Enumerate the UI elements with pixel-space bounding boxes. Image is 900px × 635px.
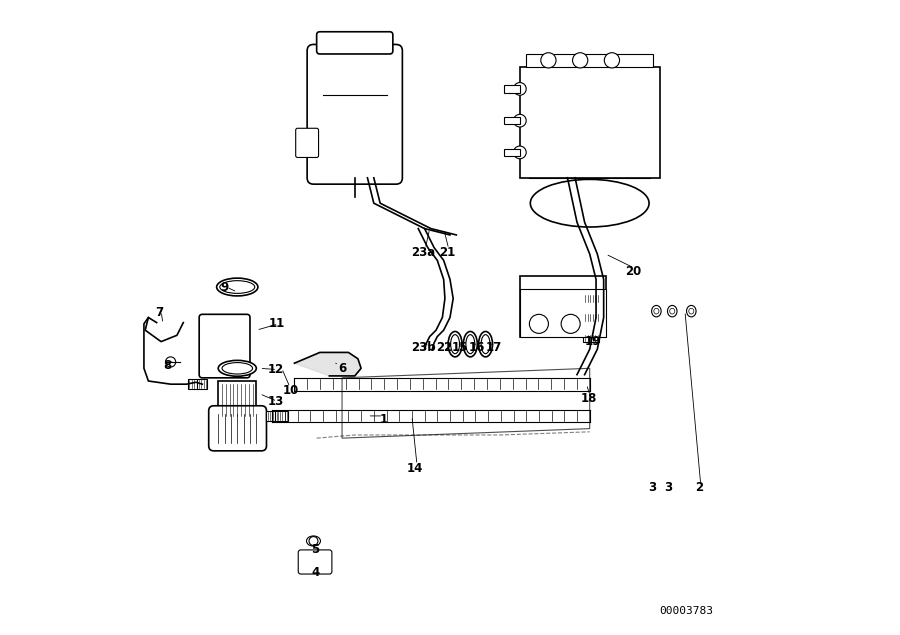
Text: 23b: 23b bbox=[411, 341, 436, 354]
Text: 2: 2 bbox=[696, 481, 704, 494]
Text: 12: 12 bbox=[267, 363, 284, 376]
Text: 18: 18 bbox=[580, 392, 597, 405]
Ellipse shape bbox=[307, 536, 320, 546]
Ellipse shape bbox=[687, 305, 696, 317]
Text: 23a: 23a bbox=[411, 246, 436, 258]
FancyBboxPatch shape bbox=[298, 550, 332, 574]
Ellipse shape bbox=[668, 305, 677, 317]
FancyBboxPatch shape bbox=[199, 314, 250, 378]
Text: 20: 20 bbox=[625, 265, 641, 278]
Circle shape bbox=[309, 537, 318, 545]
Ellipse shape bbox=[652, 305, 662, 317]
Text: 16: 16 bbox=[469, 341, 485, 354]
Text: 00003783: 00003783 bbox=[660, 606, 714, 616]
Bar bbox=[188, 379, 198, 389]
Text: 19: 19 bbox=[585, 335, 601, 348]
Bar bbox=[197, 379, 207, 389]
Bar bbox=[520, 289, 606, 337]
Ellipse shape bbox=[479, 331, 492, 357]
Text: 11: 11 bbox=[269, 318, 285, 330]
Bar bbox=[520, 67, 660, 178]
Text: 21: 21 bbox=[438, 246, 455, 258]
Circle shape bbox=[541, 53, 556, 68]
Text: 13: 13 bbox=[267, 395, 284, 408]
Text: 7: 7 bbox=[155, 306, 163, 319]
Text: 9: 9 bbox=[220, 281, 229, 293]
Circle shape bbox=[166, 357, 176, 367]
Bar bbox=[275, 411, 288, 421]
Text: 1: 1 bbox=[379, 413, 387, 425]
Bar bbox=[504, 117, 520, 124]
Ellipse shape bbox=[217, 278, 258, 296]
Circle shape bbox=[514, 114, 526, 127]
Bar bbox=[218, 381, 256, 419]
Text: 3: 3 bbox=[663, 481, 672, 494]
Circle shape bbox=[604, 53, 619, 68]
FancyBboxPatch shape bbox=[209, 406, 266, 451]
Bar bbox=[504, 85, 520, 93]
FancyBboxPatch shape bbox=[307, 44, 402, 184]
Ellipse shape bbox=[529, 314, 548, 333]
Text: 15: 15 bbox=[452, 341, 468, 354]
Bar bbox=[504, 149, 520, 156]
Polygon shape bbox=[342, 368, 590, 438]
FancyBboxPatch shape bbox=[317, 32, 392, 54]
Text: 22: 22 bbox=[436, 341, 453, 354]
Circle shape bbox=[572, 53, 588, 68]
Text: 10: 10 bbox=[284, 384, 300, 397]
Bar bbox=[583, 294, 599, 303]
Text: 14: 14 bbox=[407, 462, 423, 475]
Ellipse shape bbox=[218, 361, 256, 376]
Text: 6: 6 bbox=[338, 362, 346, 375]
Bar bbox=[266, 411, 279, 421]
Text: 3: 3 bbox=[648, 481, 656, 494]
Polygon shape bbox=[294, 352, 361, 376]
Ellipse shape bbox=[448, 331, 462, 357]
Circle shape bbox=[514, 146, 526, 159]
Text: 8: 8 bbox=[163, 359, 172, 371]
Text: 17: 17 bbox=[486, 341, 502, 354]
Ellipse shape bbox=[530, 180, 649, 227]
Circle shape bbox=[514, 83, 526, 95]
Bar bbox=[583, 313, 599, 322]
Text: 4: 4 bbox=[311, 566, 320, 579]
Bar bbox=[583, 333, 599, 342]
Bar bbox=[526, 54, 653, 67]
Ellipse shape bbox=[464, 331, 477, 357]
Ellipse shape bbox=[561, 314, 581, 333]
Bar bbox=[520, 276, 606, 337]
Text: 5: 5 bbox=[311, 543, 320, 556]
FancyBboxPatch shape bbox=[296, 128, 319, 157]
